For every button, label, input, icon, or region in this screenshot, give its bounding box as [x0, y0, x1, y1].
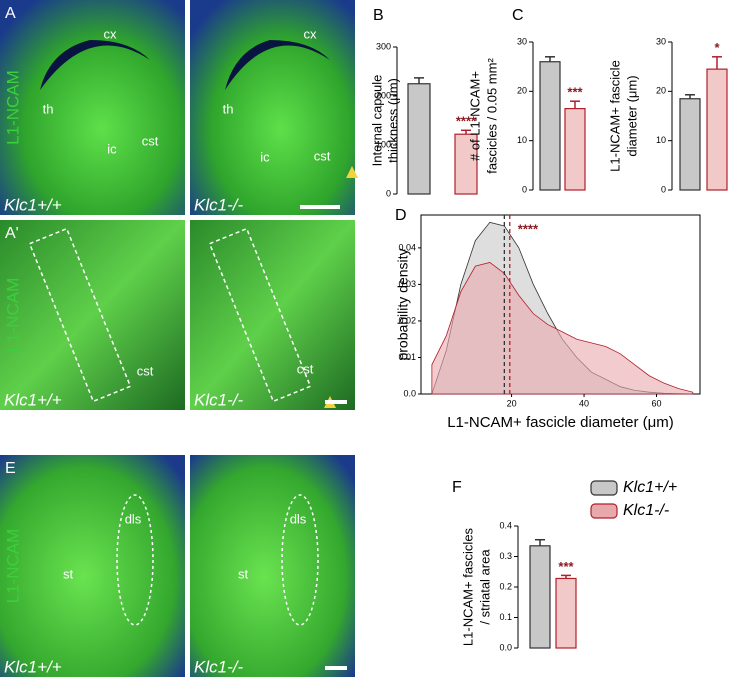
stain-label: L1-NCAM [3, 70, 22, 145]
y-axis-label: L1-NCAM+ fascicles [460, 527, 475, 646]
region-label: cst [137, 363, 154, 378]
bar [529, 545, 551, 649]
stain-label: L1-NCAM [3, 278, 22, 353]
region-label: cst [314, 148, 331, 163]
y-tick-label: 0.0 [403, 388, 416, 398]
y-tick-label: 0.0 [499, 642, 512, 652]
region-label: st [238, 566, 249, 581]
legend-label: Klc1-/- [623, 502, 669, 519]
ventricle [225, 40, 330, 90]
region-label: ic [260, 149, 270, 164]
panel-label: E [5, 460, 16, 477]
legend-swatch [590, 503, 618, 519]
micrograph [190, 0, 355, 215]
y-tick-label: 0.2 [499, 581, 512, 591]
y-tick-label: 0.02 [398, 315, 416, 325]
y-axis-label: / striatal area [477, 549, 492, 625]
panel-label: C [512, 7, 524, 24]
scale-bar [325, 666, 347, 670]
legend-label: Klc1+/+ [623, 479, 677, 496]
micrograph [0, 0, 185, 215]
y-axis-label: diameter (μm) [624, 75, 639, 156]
genotype-label: Klc1+/+ [4, 390, 62, 409]
arrowhead [346, 166, 358, 178]
significance: *** [558, 559, 574, 574]
bar [407, 83, 431, 195]
x-tick-label: 60 [652, 398, 662, 408]
region-label: dls [125, 511, 142, 526]
y-axis-label: L1-NCAM+ fascicle [607, 60, 622, 172]
stain-label: L1-NCAM [3, 529, 22, 604]
region-label: th [223, 101, 234, 116]
micrograph [190, 220, 355, 410]
y-tick-label: 20 [656, 86, 666, 96]
y-tick-label: 0 [522, 184, 527, 194]
y-tick-label: 0 [386, 188, 391, 198]
bar [539, 61, 561, 191]
y-tick-label: 0.4 [499, 520, 512, 530]
panel-label: A [5, 5, 16, 22]
genotype-label: Klc1+/+ [4, 195, 62, 214]
y-tick-label: 10 [517, 135, 527, 145]
y-tick-label: 30 [656, 36, 666, 46]
significance: **** [518, 221, 539, 236]
region-label: ic [107, 141, 117, 156]
y-axis-label: # of L1-NCAM+ [467, 71, 482, 161]
y-tick-label: 10 [656, 135, 666, 145]
y-tick-label: 200 [376, 90, 391, 100]
region-label: st [63, 566, 74, 581]
genotype-label: Klc1+/+ [4, 657, 62, 676]
roi-outline [281, 494, 319, 626]
genotype-label: Klc1-/- [194, 390, 243, 409]
panel-label: D [395, 207, 407, 224]
genotype-label: Klc1-/- [194, 657, 243, 676]
y-tick-label: 30 [517, 36, 527, 46]
y-axis-label: probability density [395, 248, 411, 360]
bar [454, 133, 478, 195]
region-label: cx [104, 26, 118, 41]
roi-outline [116, 494, 154, 626]
panel-label: B [373, 7, 384, 24]
y-tick-label: 100 [376, 139, 391, 149]
density-area [431, 262, 694, 395]
genotype-label: Klc1-/- [194, 195, 243, 214]
y-tick-label: 300 [376, 41, 391, 51]
y-tick-label: 0 [661, 184, 666, 194]
micrograph [190, 455, 355, 677]
y-tick-label: 0.03 [398, 279, 416, 289]
panel-label: A' [5, 225, 19, 242]
bar [555, 577, 577, 649]
y-tick-label: 20 [517, 86, 527, 96]
y-axis-label: thickness (μm) [385, 78, 400, 163]
y-tick-label: 0.01 [398, 352, 416, 362]
x-axis-label: L1-NCAM+ fascicle diameter (μm) [447, 414, 674, 431]
region-label: cst [142, 133, 159, 148]
bar [706, 68, 728, 191]
region-label: cst [297, 361, 314, 376]
micrograph [0, 220, 185, 410]
bar [564, 107, 586, 191]
region-label: dls [290, 511, 307, 526]
micrograph [0, 455, 185, 677]
bar [679, 98, 701, 191]
x-tick-label: 40 [579, 398, 589, 408]
region-label: th [43, 101, 54, 116]
legend-swatch [590, 480, 618, 496]
scale-bar [325, 400, 347, 404]
y-tick-label: 0.04 [398, 242, 416, 252]
significance: *** [567, 85, 583, 100]
panel-label: F [452, 479, 462, 496]
y-tick-label: 0.3 [499, 551, 512, 561]
scale-bar [300, 205, 340, 209]
x-tick-label: 20 [507, 398, 517, 408]
y-axis-label: Internal capsule [369, 75, 384, 167]
y-tick-label: 0.1 [499, 612, 512, 622]
region-label: cx [304, 26, 318, 41]
y-axis-label: fascicles / 0.05 mm² [484, 58, 499, 174]
micrographs [0, 0, 358, 677]
ventricle [40, 40, 150, 90]
significance: **** [456, 114, 477, 129]
significance: * [714, 40, 720, 55]
